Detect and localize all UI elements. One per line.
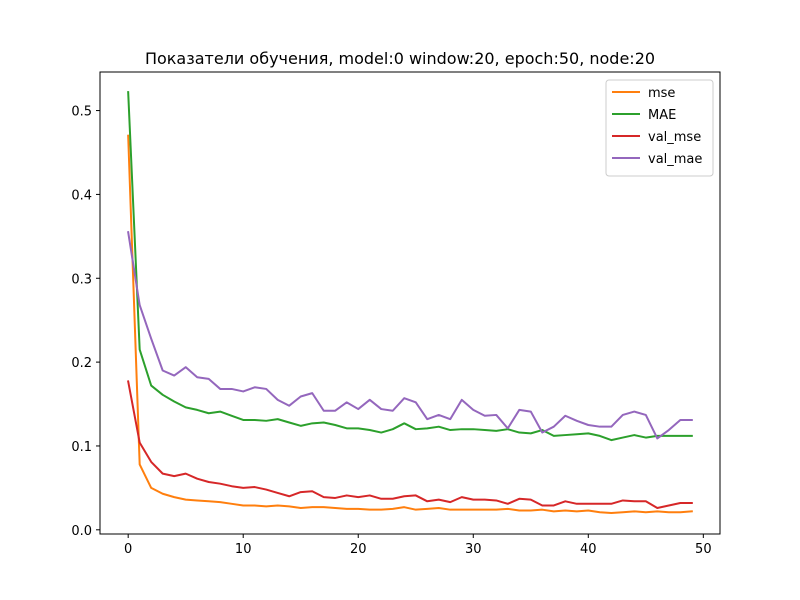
- y-tick-label: 0.5: [71, 105, 92, 120]
- x-tick-label: 40: [580, 542, 597, 557]
- series-line-val-mse: [127, 380, 693, 510]
- legend-label-val-mse: val_mse: [648, 130, 701, 145]
- plot-area: 0 10 20 30 40 50 0.0 0.1 0.2 0.3 0.4 0.5: [71, 71, 721, 557]
- legend-label-val-mae: val_mae: [648, 152, 702, 167]
- x-tick-label: 20: [350, 542, 367, 557]
- series-line-val-mae: [127, 231, 693, 440]
- series-line-mae: [127, 91, 693, 442]
- axes-frame: [99, 71, 721, 535]
- y-tick-label: 0.1: [71, 440, 92, 455]
- y-tick-label: 0.4: [71, 188, 92, 203]
- y-tick-label: 0.2: [71, 356, 92, 371]
- chart-title: Показатели обучения, model:0 window:20, …: [145, 49, 655, 68]
- series-line-mse: [127, 134, 693, 515]
- legend: mse MAE val_mse val_mae: [605, 79, 714, 177]
- x-tick-label: 10: [235, 542, 252, 557]
- y-tick-label: 0.0: [71, 524, 92, 539]
- x-tick-label: 0: [124, 542, 132, 557]
- legend-label-mae: MAE: [648, 108, 676, 123]
- x-tick-label: 50: [695, 542, 712, 557]
- x-tick-label: 30: [465, 542, 482, 557]
- y-tick-label: 0.3: [71, 272, 92, 287]
- legend-label-mse: mse: [648, 86, 675, 101]
- legend-box: [605, 79, 714, 177]
